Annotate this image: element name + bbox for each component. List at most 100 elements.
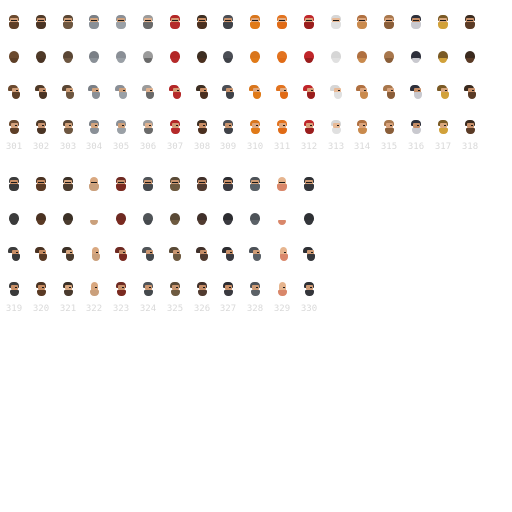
sprite-beard — [305, 128, 314, 134]
sprite-beard — [251, 220, 259, 225]
sprite-hair — [197, 213, 207, 223]
sprite-id-label: 323 — [112, 304, 130, 314]
sprite-face — [90, 177, 98, 186]
sprite-face — [467, 123, 474, 128]
sprite-beard — [414, 92, 422, 99]
dwarf-sprite-321-side-right — [60, 281, 76, 297]
sprite-eyes — [229, 287, 231, 288]
sprite-beard — [465, 22, 475, 29]
sprite-hair — [143, 51, 153, 61]
sprite-face — [279, 282, 286, 291]
sprite-beard — [173, 92, 181, 99]
dwarf-sprite-321-back — [60, 211, 76, 227]
sprite-beard — [280, 254, 288, 261]
sprite-beard — [224, 58, 232, 63]
sprite-beard — [64, 58, 72, 63]
sprite-face — [12, 88, 19, 93]
dwarf-sprite-327-back — [220, 211, 236, 227]
sprite-face — [172, 123, 179, 128]
dwarf-sprite-318-side-right — [462, 119, 478, 135]
sprite-beard — [119, 92, 127, 99]
sprite-hair — [89, 51, 99, 61]
sprite-eyes — [225, 182, 231, 183]
sprite-beard — [278, 58, 286, 63]
sprite-eyes — [11, 20, 17, 21]
sprite-face — [173, 250, 180, 255]
sprite-id-label: 324 — [139, 304, 157, 314]
sprite-beard — [385, 58, 393, 63]
sprite-face — [146, 88, 153, 93]
dwarf-sprite-301-side-right — [6, 119, 22, 135]
dwarf-sprite-307-back — [167, 49, 183, 65]
dwarf-sprite-324-front — [140, 176, 156, 192]
sprite-eyes — [176, 125, 178, 126]
dwarf-sprite-327-side-left — [220, 246, 236, 262]
dwarf-sprite-311-side-right — [274, 119, 290, 135]
sprite-eyes — [16, 90, 18, 91]
sprite-eyes — [284, 90, 286, 91]
sprite-face — [387, 88, 394, 93]
sprite-hair — [170, 213, 180, 223]
sprite-eyes — [176, 287, 178, 288]
sprite-beard — [10, 58, 18, 63]
dwarf-sprite-320-side-left — [33, 246, 49, 262]
sprite-eyes — [65, 182, 71, 183]
sprite-id-label: 320 — [32, 304, 50, 314]
sprite-beard — [64, 128, 73, 134]
sprite-face — [252, 123, 259, 128]
sprite-beard — [384, 22, 394, 29]
sprite-eyes — [391, 90, 393, 91]
sprite-face — [360, 88, 367, 93]
sprite-beard — [144, 290, 153, 296]
sprite-beard — [37, 128, 46, 134]
sprite-eyes — [310, 287, 312, 288]
sprite-face — [279, 123, 286, 128]
sprite-hair — [250, 51, 260, 61]
dwarf-sprite-328-front — [247, 176, 263, 192]
sprite-face — [280, 88, 287, 93]
sprite-eyes — [42, 125, 44, 126]
dwarf-sprite-301-back — [6, 49, 22, 65]
dwarf-sprite-305-front — [113, 14, 129, 30]
sprite-beard — [117, 128, 126, 134]
sprite-id-label: 322 — [85, 304, 103, 314]
dwarf-sprite-301-side-left — [6, 84, 22, 100]
sprite-beard — [66, 254, 74, 261]
sprite-beard — [278, 290, 287, 296]
sprite-beard — [277, 22, 287, 29]
sprite-eyes — [172, 20, 178, 21]
sprite-beard — [251, 58, 259, 63]
dwarf-sprite-330-side-right — [301, 281, 317, 297]
sprite-beard — [171, 290, 180, 296]
dwarf-sprite-317-back — [435, 49, 451, 65]
sprite-eyes — [95, 287, 97, 288]
dwarf-sprite-315-side-right — [381, 119, 397, 135]
sprite-id-label: 305 — [112, 142, 130, 152]
dwarf-sprite-318-back — [462, 49, 478, 65]
sprite-face — [307, 88, 314, 93]
dwarf-sprite-323-back — [113, 211, 129, 227]
sprite-hair — [63, 213, 73, 223]
sprite-hair — [223, 213, 233, 223]
dwarf-sprite-319-side-right — [6, 281, 22, 297]
dwarf-sprite-305-side-right — [113, 119, 129, 135]
sprite-eyes — [310, 125, 312, 126]
dwarf-sprite-312-side-right — [301, 119, 317, 135]
sprite-face — [11, 123, 18, 128]
sprite-beard — [385, 128, 394, 134]
sprite-face — [65, 285, 72, 290]
sprite-eyes — [256, 287, 258, 288]
sprite-beard — [144, 220, 152, 225]
dwarf-sprite-303-back — [60, 49, 76, 65]
sprite-id-label: 301 — [5, 142, 23, 152]
sprite-face — [11, 285, 18, 290]
sprite-face — [253, 250, 260, 255]
dwarf-sprite-324-side-left — [140, 246, 156, 262]
sprite-id-label: 318 — [461, 142, 479, 152]
sprite-beard — [63, 184, 73, 191]
sprite-beard — [357, 22, 367, 29]
sprite-eyes — [363, 125, 365, 126]
sprite-beard — [117, 58, 125, 63]
dwarf-sprite-310-front — [247, 14, 263, 30]
